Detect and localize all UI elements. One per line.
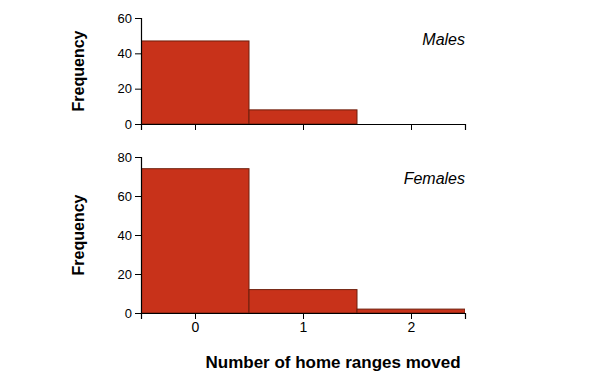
x-tick-mark [303,124,304,130]
x-tick-label: 0 [192,319,200,335]
y-tick-label: 40 [118,46,132,61]
x-axis [142,124,466,130]
y-tick-mark [135,157,141,158]
panel-title: Females [404,170,465,187]
y-tick-label: 60 [118,189,132,204]
panel-title: Males [422,31,465,48]
y-tick-mark [135,274,141,275]
x-tick [411,124,412,130]
y-tick-label: 0 [125,117,132,132]
chart: 0204060FrequencyMales012020406080Frequen… [0,0,601,374]
y-tick: 40 [118,46,141,61]
y-axis: 0 20 40 60 80 [118,150,142,321]
y-tick-label: 0 [125,306,132,321]
x-axis-line [142,125,466,131]
x-tick [195,124,196,130]
y-tick: 20 [118,81,141,96]
y-tick-label: 20 [118,81,132,96]
y-tick-label: 80 [118,150,132,165]
y-tick-mark [135,18,141,19]
y-tick-mark [135,235,141,236]
y-tick-mark [135,313,141,314]
x-tick-mark [195,124,196,130]
panel: 0 20 40 60 Frequency Males [70,11,466,132]
x-tick: 0 [192,313,200,335]
y-tick-label: 60 [118,11,132,26]
y-tick: 0 [125,306,141,321]
x-tick: 2 [408,313,416,335]
y-tick: 60 [118,189,141,204]
y-tick-label: 40 [118,228,132,243]
y-axis-line [135,158,142,314]
y-axis-line [135,19,142,125]
y-tick-mark [135,89,141,90]
y-axis-title: Frequency [70,194,87,275]
x-tick-label: 2 [408,319,416,335]
x-tick-label: 1 [300,319,308,335]
panel: 012020406080FrequencyNumber of home rang… [70,150,466,372]
bars [141,41,357,124]
y-tick: 60 [118,11,141,26]
y-tick: 40 [118,228,141,243]
y-tick: 20 [118,267,141,282]
histogram-bar [249,290,357,313]
x-tick [303,124,304,130]
x-tick-mark [411,124,412,130]
y-axis-title: Frequency [70,30,87,111]
y-tick-mark [135,124,141,125]
histogram-bar [141,41,249,124]
y-tick: 80 [118,150,141,165]
x-tick: 1 [300,313,308,335]
histogram-bar [249,110,357,124]
y-tick-label: 20 [118,267,132,282]
y-axis: 0 20 40 60 [118,11,142,132]
x-axis: 0 1 2 [142,313,466,335]
x-axis-title: Number of home ranges moved [205,353,460,372]
bars [141,169,465,313]
histogram-bar [141,169,249,313]
histogram-bar [357,309,465,313]
y-tick-mark [135,196,141,197]
y-tick-mark [135,53,141,54]
y-tick: 0 [125,117,141,132]
